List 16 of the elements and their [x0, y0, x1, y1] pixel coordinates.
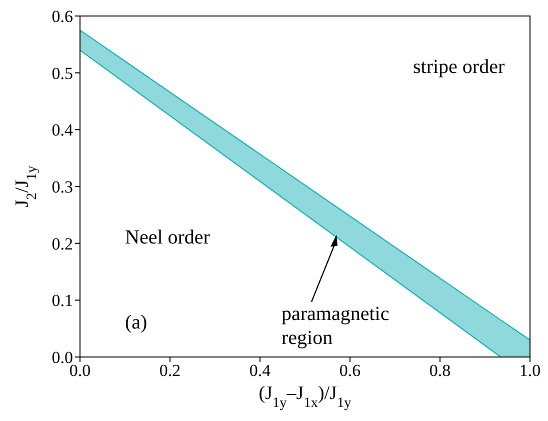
y-tick-label: 0.5: [52, 64, 73, 83]
y-tick-label: 0.1: [52, 291, 73, 310]
annotation: Neel order: [125, 226, 210, 248]
x-axis-title: (J$_{1y}$–J$_{1x}$)/J$_{1y}$: [258, 383, 352, 411]
x-tick-label: 1.0: [519, 361, 541, 380]
annotation: paramagnetic region: [282, 302, 390, 349]
x-tick-label: 0.4: [249, 361, 272, 380]
annotation: (a): [125, 312, 148, 334]
annotation: stripe order: [413, 56, 505, 78]
y-tick-label: 0.4: [52, 120, 74, 140]
x-tick-label: 0.2: [159, 361, 181, 380]
y-tick-label: 0.6: [52, 7, 73, 26]
x-tick-label: 0.8: [429, 361, 451, 380]
y-tick-label: 0.2: [52, 234, 73, 254]
x-tick-label: 0.6: [339, 361, 361, 380]
y-tick-label: 0.3: [52, 178, 73, 197]
